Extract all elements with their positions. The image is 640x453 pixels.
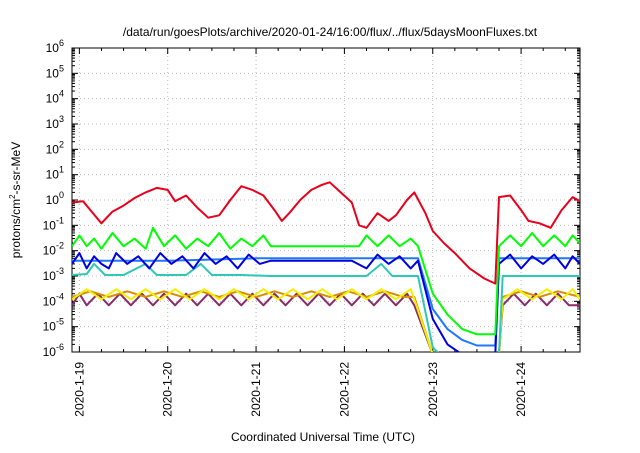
y-tick-label: 106 <box>46 38 64 55</box>
x-tick-label: 2020-1-19 <box>72 362 86 417</box>
y-tick-label-exponent: 1 <box>59 165 64 175</box>
y-tick-label-exponent: -6 <box>56 342 64 352</box>
x-tick-label: 2020-1-24 <box>514 362 528 417</box>
x-axis-label: Coordinated Universal Time (UTC) <box>231 430 415 444</box>
y-tick-label: 10-2 <box>43 241 64 258</box>
y-tick-label: 104 <box>46 89 64 106</box>
y-tick-label-base: 10 <box>43 320 57 334</box>
series-line <box>72 288 580 352</box>
y-tick-label: 10-5 <box>43 317 64 334</box>
series-line <box>72 262 580 352</box>
y-tick-label: 10-1 <box>43 215 64 232</box>
y-tick-label: 10-4 <box>43 291 64 308</box>
y-tick-label: 101 <box>46 165 64 182</box>
y-tick-label-base: 10 <box>46 117 60 131</box>
y-tick-label: 102 <box>46 139 64 156</box>
y-tick-label: 100 <box>46 190 64 207</box>
chart-title: /data/run/goesPlots/archive/2020-01-24/1… <box>123 25 538 39</box>
y-tick-label: 105 <box>46 63 64 80</box>
series-line <box>72 292 580 352</box>
y-tick-label-exponent: -1 <box>56 215 64 225</box>
y-axis-label: protons/cm2-s-sr-MeV <box>8 142 23 258</box>
y-axis-label-units: -s-sr-MeV <box>9 142 23 195</box>
y-tick-label-base: 10 <box>43 218 57 232</box>
y-tick-label-base: 10 <box>46 142 60 156</box>
y-tick-label-base: 10 <box>43 294 57 308</box>
y-tick-label: 10-6 <box>43 342 64 359</box>
y-tick-label-base: 10 <box>46 193 60 207</box>
x-tick-label: 2020-1-20 <box>161 362 175 417</box>
y-axis-label-main: protons/cm <box>9 199 23 258</box>
y-tick-label-exponent: 2 <box>59 139 64 149</box>
series-line <box>72 226 580 336</box>
series-group <box>72 181 580 352</box>
y-tick-label-exponent: -3 <box>56 266 64 276</box>
y-tick-label-base: 10 <box>43 244 57 258</box>
y-tick-label-exponent: 3 <box>59 114 64 124</box>
y-tick-label-base: 10 <box>43 269 57 283</box>
y-axis-label-superscript: 2 <box>8 194 17 199</box>
y-tick-label-exponent: 4 <box>59 89 64 99</box>
y-tick-label-exponent: 5 <box>59 63 64 73</box>
y-tick-label-exponent: -4 <box>56 291 64 301</box>
y-tick-label-exponent: 0 <box>59 190 64 200</box>
y-tick-label: 10-3 <box>43 266 64 283</box>
series-line <box>72 181 580 285</box>
x-tick-label: 2020-1-23 <box>426 362 440 417</box>
y-tick-label-base: 10 <box>46 41 60 55</box>
series-layer <box>72 181 580 352</box>
y-tick-label: 103 <box>46 114 64 131</box>
y-tick-label-base: 10 <box>43 345 57 359</box>
grid-layer <box>72 48 580 352</box>
tick-layer: 10-610-510-410-310-210-11001011021031041… <box>43 38 580 417</box>
y-tick-label-base: 10 <box>46 92 60 106</box>
y-tick-label-exponent: 6 <box>59 38 64 48</box>
series-line <box>72 252 580 352</box>
x-tick-label: 2020-1-22 <box>337 362 351 417</box>
y-tick-label-exponent: -2 <box>56 241 64 251</box>
y-tick-label-base: 10 <box>46 168 60 182</box>
y-tick-label-exponent: -5 <box>56 317 64 327</box>
x-tick-label: 2020-1-21 <box>249 362 263 417</box>
y-tick-label-base: 10 <box>46 66 60 80</box>
